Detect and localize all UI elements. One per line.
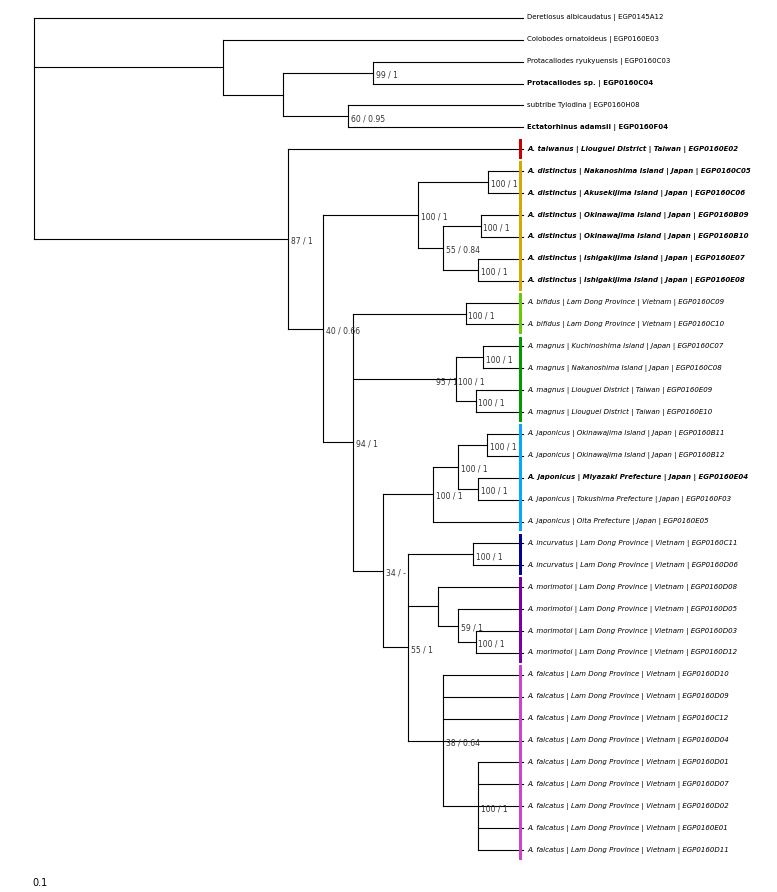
Text: 100 / 1: 100 / 1: [461, 465, 487, 474]
Text: Ectatorhinus adamsii | EGP0160F04: Ectatorhinus adamsii | EGP0160F04: [527, 124, 668, 131]
Text: A. taiwanus | Liouguei District | Taiwan | EGP0160E02: A. taiwanus | Liouguei District | Taiwan…: [527, 145, 738, 153]
Text: 100 / 1: 100 / 1: [486, 355, 512, 364]
Text: 59 / 1: 59 / 1: [461, 624, 483, 632]
Text: 100 / 1: 100 / 1: [481, 268, 507, 277]
Text: A. magnus | Liouguei District | Taiwan | EGP0160E10: A. magnus | Liouguei District | Taiwan |…: [527, 409, 713, 416]
Bar: [519, 293, 522, 334]
Text: 34 / -: 34 / -: [385, 568, 406, 578]
Text: 0.1: 0.1: [32, 879, 47, 888]
Bar: [519, 336, 522, 422]
Text: 100 / 1: 100 / 1: [490, 180, 517, 189]
Text: 87 / 1: 87 / 1: [291, 236, 312, 245]
Text: A. falcatus | Lam Dong Province | Vietnam | EGP0160D07: A. falcatus | Lam Dong Province | Vietna…: [527, 780, 729, 788]
Text: A. japonicus | Oita Prefecture | Japan | EGP0160E05: A. japonicus | Oita Prefecture | Japan |…: [527, 518, 709, 525]
Bar: [519, 665, 522, 860]
Text: A. japonicus | Miyazaki Prefecture | Japan | EGP0160E04: A. japonicus | Miyazaki Prefecture | Jap…: [527, 475, 748, 482]
Bar: [519, 139, 522, 159]
Text: A. distinctus | Ishigakijima Island | Japan | EGP0160E08: A. distinctus | Ishigakijima Island | Ja…: [527, 277, 745, 285]
Text: 100 / 1: 100 / 1: [490, 442, 516, 451]
Text: 100 / 1: 100 / 1: [481, 486, 507, 496]
Text: A. magnus | Kuchinoshima Island | Japan | EGP0160C07: A. magnus | Kuchinoshima Island | Japan …: [527, 343, 723, 350]
Text: A. magnus | Nakanoshima Island | Japan | EGP0160C08: A. magnus | Nakanoshima Island | Japan |…: [527, 365, 722, 372]
Text: Deretiosus albicaudatus | EGP0145A12: Deretiosus albicaudatus | EGP0145A12: [527, 14, 664, 21]
Bar: [519, 533, 522, 575]
Text: A. japonicus | Tokushima Prefecture | Japan | EGP0160F03: A. japonicus | Tokushima Prefecture | Ja…: [527, 496, 731, 503]
Text: A. bifidus | Lam Dong Province | Vietnam | EGP0160C10: A. bifidus | Lam Dong Province | Vietnam…: [527, 321, 724, 328]
Text: A. falcatus | Lam Dong Province | Vietnam | EGP0160D11: A. falcatus | Lam Dong Province | Vietna…: [527, 847, 729, 854]
Text: 99 / 1: 99 / 1: [376, 70, 398, 79]
Text: A. morimotoi | Lam Dong Province | Vietnam | EGP0160D03: A. morimotoi | Lam Dong Province | Vietn…: [527, 627, 737, 634]
Text: A. falcatus | Lam Dong Province | Vietnam | EGP0160E01: A. falcatus | Lam Dong Province | Vietna…: [527, 824, 728, 831]
Text: 100 / 1: 100 / 1: [468, 311, 495, 320]
Text: 100 / 1: 100 / 1: [478, 640, 505, 648]
Text: 100 / 1: 100 / 1: [458, 377, 485, 386]
Text: 55 / 1: 55 / 1: [411, 645, 433, 654]
Text: A. distinctus | Akusekijima Island | Japan | EGP0160C06: A. distinctus | Akusekijima Island | Jap…: [527, 189, 745, 196]
Text: Colobodes ornatoideus | EGP0160E03: Colobodes ornatoideus | EGP0160E03: [527, 37, 659, 44]
Text: A. incurvatus | Lam Dong Province | Vietnam | EGP0160C11: A. incurvatus | Lam Dong Province | Viet…: [527, 540, 737, 547]
Text: A. morimotoi | Lam Dong Province | Vietnam | EGP0160D08: A. morimotoi | Lam Dong Province | Vietn…: [527, 583, 737, 591]
Bar: [519, 577, 522, 663]
Text: 55 / 0.84: 55 / 0.84: [446, 245, 479, 254]
Text: 94 / 1: 94 / 1: [356, 440, 378, 449]
Text: 38 / 0.64: 38 / 0.64: [446, 739, 479, 747]
Text: A. magnus | Liouguei District | Taiwan | EGP0160E09: A. magnus | Liouguei District | Taiwan |…: [527, 386, 713, 393]
Text: A. distinctus | Okinawajima Island | Japan | EGP0160B10: A. distinctus | Okinawajima Island | Jap…: [527, 234, 749, 241]
Text: A. japonicus | Okinawajima Island | Japan | EGP0160B11: A. japonicus | Okinawajima Island | Japa…: [527, 431, 725, 437]
Text: A. distinctus | Ishigakijima Island | Japan | EGP0160E07: A. distinctus | Ishigakijima Island | Ja…: [527, 255, 745, 262]
Text: A. distinctus | Okinawajima Island | Japan | EGP0160B09: A. distinctus | Okinawajima Island | Jap…: [527, 211, 749, 219]
Text: A. japonicus | Okinawajima Island | Japan | EGP0160B12: A. japonicus | Okinawajima Island | Japa…: [527, 452, 725, 459]
Text: 100 / 1: 100 / 1: [436, 492, 462, 501]
Text: 100 / 1: 100 / 1: [478, 399, 505, 408]
Text: A. morimotoi | Lam Dong Province | Vietnam | EGP0160D12: A. morimotoi | Lam Dong Province | Vietn…: [527, 649, 737, 657]
Text: 60 / 0.95: 60 / 0.95: [350, 114, 385, 123]
Text: subtribe Tylodina | EGP0160H08: subtribe Tylodina | EGP0160H08: [527, 102, 639, 109]
Text: 100 / 1: 100 / 1: [420, 213, 448, 222]
Text: 100 / 1: 100 / 1: [481, 804, 507, 813]
Text: A. falcatus | Lam Dong Province | Vietnam | EGP0160D04: A. falcatus | Lam Dong Province | Vietna…: [527, 737, 729, 744]
Text: A. distinctus | Nakanoshima Island | Japan | EGP0160C05: A. distinctus | Nakanoshima Island | Jap…: [527, 168, 751, 175]
Text: 40 / 0.66: 40 / 0.66: [326, 326, 360, 335]
Text: 100 / 1: 100 / 1: [476, 552, 502, 561]
Bar: [519, 161, 522, 291]
Text: Protacallodes ryukyuensis | EGP0160C03: Protacallodes ryukyuensis | EGP0160C03: [527, 58, 671, 65]
Text: A. falcatus | Lam Dong Province | Vietnam | EGP0160D01: A. falcatus | Lam Dong Province | Vietna…: [527, 759, 729, 766]
Text: 95 / 1: 95 / 1: [436, 377, 458, 386]
Bar: [519, 424, 522, 532]
Text: A. falcatus | Lam Dong Province | Vietnam | EGP0160D09: A. falcatus | Lam Dong Province | Vietna…: [527, 693, 729, 700]
Text: 100 / 1: 100 / 1: [483, 224, 510, 233]
Text: A. incurvatus | Lam Dong Province | Vietnam | EGP0160D06: A. incurvatus | Lam Dong Province | Viet…: [527, 562, 738, 569]
Text: A. falcatus | Lam Dong Province | Vietnam | EGP0160C12: A. falcatus | Lam Dong Province | Vietna…: [527, 715, 729, 723]
Text: Protacallodes sp. | EGP0160C04: Protacallodes sp. | EGP0160C04: [527, 80, 653, 87]
Text: A. morimotoi | Lam Dong Province | Vietnam | EGP0160D05: A. morimotoi | Lam Dong Province | Vietn…: [527, 606, 737, 613]
Text: A. falcatus | Lam Dong Province | Vietnam | EGP0160D10: A. falcatus | Lam Dong Province | Vietna…: [527, 672, 729, 679]
Text: A. bifidus | Lam Dong Province | Vietnam | EGP0160C09: A. bifidus | Lam Dong Province | Vietnam…: [527, 299, 724, 306]
Text: A. falcatus | Lam Dong Province | Vietnam | EGP0160D02: A. falcatus | Lam Dong Province | Vietna…: [527, 803, 729, 810]
